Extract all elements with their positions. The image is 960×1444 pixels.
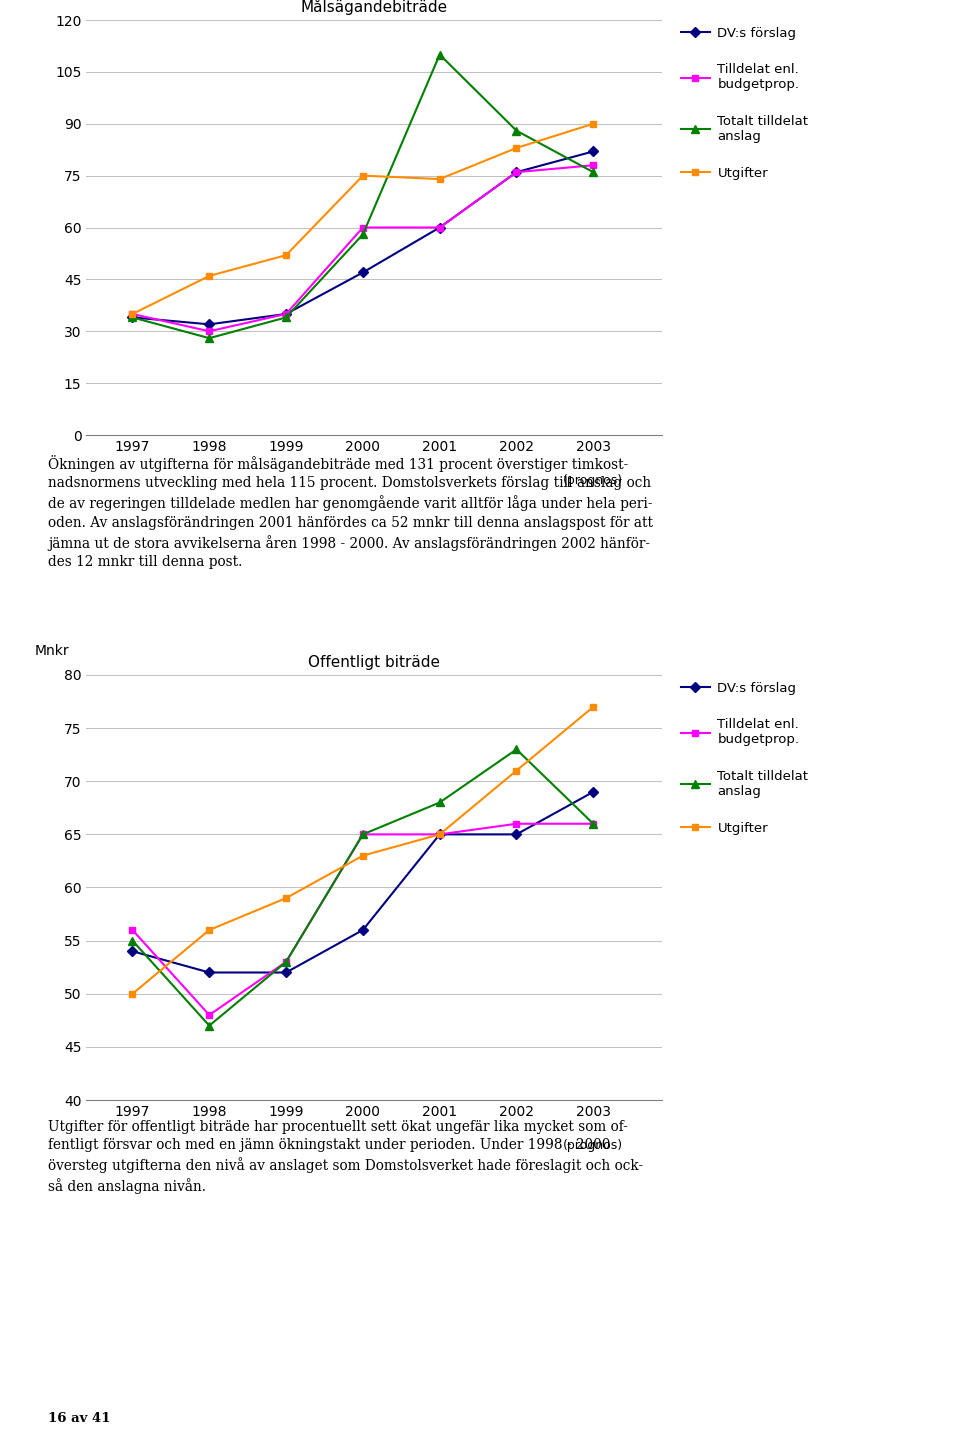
Title: Målsägandebiträde: Målsägandebiträde xyxy=(300,0,448,14)
Text: Ökningen av utgifterna för målsägandebiträde med 131 procent överstiger timkost-: Ökningen av utgifterna för målsägandebit… xyxy=(48,455,653,569)
Text: Utgifter för offentligt biträde har procentuellt sett ökat ungefär lika mycket s: Utgifter för offentligt biträde har proc… xyxy=(48,1121,643,1194)
Text: 16 av 41: 16 av 41 xyxy=(48,1412,110,1425)
Legend: DV:s förslag, Tilldelat enl.
budgetprop., Totalt tilldelat
anslag, Utgifter: DV:s förslag, Tilldelat enl. budgetprop.… xyxy=(681,682,808,835)
Text: (prognos): (prognos) xyxy=(564,1139,623,1152)
Text: Mnkr: Mnkr xyxy=(35,0,69,3)
Text: Mnkr: Mnkr xyxy=(35,644,69,658)
Title: Offentligt biträde: Offentligt biträde xyxy=(308,654,441,670)
Legend: DV:s förslag, Tilldelat enl.
budgetprop., Totalt tilldelat
anslag, Utgifter: DV:s förslag, Tilldelat enl. budgetprop.… xyxy=(681,26,808,180)
Text: (prognos): (prognos) xyxy=(564,474,623,487)
